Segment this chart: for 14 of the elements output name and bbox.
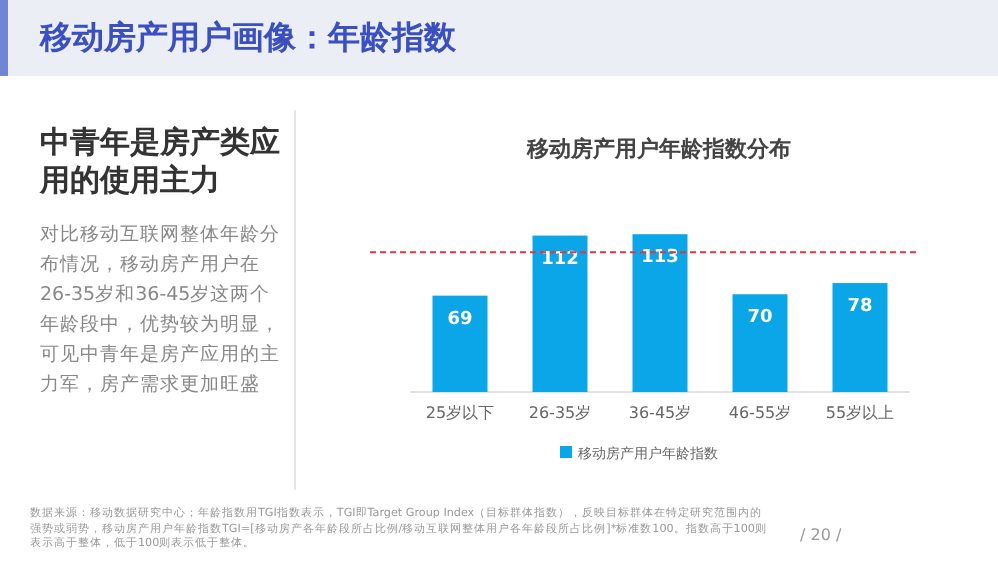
data-label: 70 [747,308,773,329]
annotation: 对比移动互联网整体年龄分布情况，移动房产用户在26-35岁和36-45岁这两个年龄段中，优势较为明显，可见中青年是房产应用的主力军，房产需求更加旺盛 [40,222,280,400]
x-tick-label: 26-35岁 [528,404,592,422]
x-tick-label: 25岁以下 [425,404,495,422]
annotation: / 20 / [800,526,842,544]
x-tick-label: 36-45岁 [628,404,692,422]
subtitle: 移动房产用户年龄指数分布 [524,134,793,164]
x-tick-label: 46-55岁 [728,404,792,422]
title: 移动房产用户画像：年龄指数 [40,18,456,60]
data-label: 69 [447,309,473,330]
annotation: 中青年是房产类应用的使用主力 [40,124,280,200]
data-label: 78 [847,297,873,318]
x-tick-label: 55岁以上 [825,404,895,422]
data-label: 113 [641,248,679,269]
